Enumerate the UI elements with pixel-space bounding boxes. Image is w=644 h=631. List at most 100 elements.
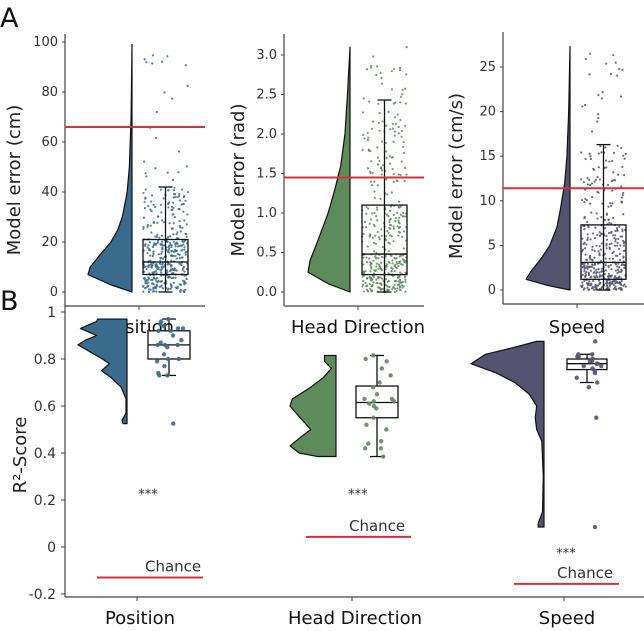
data-point	[374, 392, 380, 397]
data-point	[375, 269, 378, 272]
data-point	[377, 277, 380, 280]
data-point	[372, 281, 375, 284]
data-point	[171, 97, 174, 100]
data-point	[608, 285, 611, 288]
data-point	[580, 151, 583, 154]
data-point	[150, 266, 153, 269]
data-point	[395, 267, 398, 270]
data-point	[614, 240, 617, 243]
data-point	[154, 287, 157, 290]
data-point	[583, 267, 586, 271]
data-point	[177, 171, 180, 174]
data-point	[157, 373, 162, 378]
data-point	[363, 137, 366, 140]
data-point	[158, 340, 163, 345]
data-point	[583, 269, 586, 273]
data-point	[596, 233, 599, 237]
data-point	[392, 227, 396, 230]
data-point	[586, 265, 589, 268]
data-point	[155, 290, 158, 293]
data-point	[165, 373, 170, 378]
data-point	[375, 281, 378, 284]
data-point	[607, 265, 610, 268]
data-point	[591, 286, 595, 289]
data-point	[586, 385, 591, 390]
data-point	[614, 285, 617, 288]
data-point	[158, 285, 161, 288]
data-point	[175, 241, 178, 244]
data-point	[375, 265, 378, 268]
data-point	[169, 241, 172, 245]
data-point	[368, 257, 371, 260]
data-point	[593, 249, 596, 252]
data-point	[171, 421, 176, 426]
data-point	[375, 73, 378, 77]
data-point	[148, 288, 151, 291]
data-point	[586, 286, 589, 289]
data-point	[366, 284, 369, 287]
data-point	[400, 129, 404, 133]
data-point	[173, 188, 176, 192]
data-point	[390, 70, 393, 73]
data-point	[608, 274, 611, 277]
data-point	[616, 268, 620, 271]
data-point	[368, 282, 371, 286]
y-tick-label: 0.5	[256, 246, 277, 261]
data-point	[610, 179, 613, 183]
data-point	[588, 183, 592, 187]
data-point	[380, 288, 383, 291]
data-point	[397, 132, 400, 135]
data-point	[590, 182, 594, 185]
data-point	[392, 286, 395, 289]
data-point	[379, 166, 383, 169]
data-point	[404, 215, 407, 218]
data-point	[381, 120, 384, 123]
data-point	[182, 243, 185, 246]
data-point	[583, 279, 586, 282]
data-point	[620, 146, 623, 150]
data-point	[175, 326, 181, 331]
data-point	[144, 197, 147, 200]
data-point	[608, 160, 611, 163]
data-point	[615, 227, 619, 230]
data-point	[399, 173, 402, 177]
data-point	[604, 252, 607, 255]
data-point	[368, 100, 371, 103]
data-point	[154, 359, 160, 364]
data-point	[620, 185, 623, 188]
data-point	[183, 270, 186, 273]
data-point	[398, 285, 402, 288]
data-point	[594, 284, 597, 287]
data-point	[376, 230, 379, 234]
data-point	[387, 260, 390, 264]
data-point	[392, 102, 395, 105]
data-point	[182, 210, 185, 213]
data-point	[184, 288, 187, 291]
data-point	[596, 217, 599, 220]
data-point	[160, 268, 163, 271]
data-point	[371, 385, 376, 390]
data-point	[588, 52, 592, 55]
data-point	[143, 207, 147, 210]
data-point	[171, 208, 174, 211]
data-point	[396, 225, 399, 228]
data-point	[388, 285, 391, 288]
data-point	[618, 281, 621, 284]
data-point	[367, 207, 370, 210]
data-point	[592, 288, 596, 292]
data-point	[596, 284, 599, 287]
data-point	[588, 202, 592, 205]
data-point	[381, 277, 384, 280]
data-point	[363, 220, 367, 223]
data-point	[179, 230, 182, 233]
data-point	[172, 222, 175, 225]
data-point	[160, 284, 163, 287]
data-point	[395, 289, 398, 293]
data-point	[584, 197, 587, 200]
data-point	[160, 256, 163, 259]
data-point	[173, 186, 176, 189]
data-point	[398, 255, 401, 258]
data-point	[364, 282, 367, 285]
data-point	[380, 255, 384, 258]
data-point	[156, 241, 159, 245]
